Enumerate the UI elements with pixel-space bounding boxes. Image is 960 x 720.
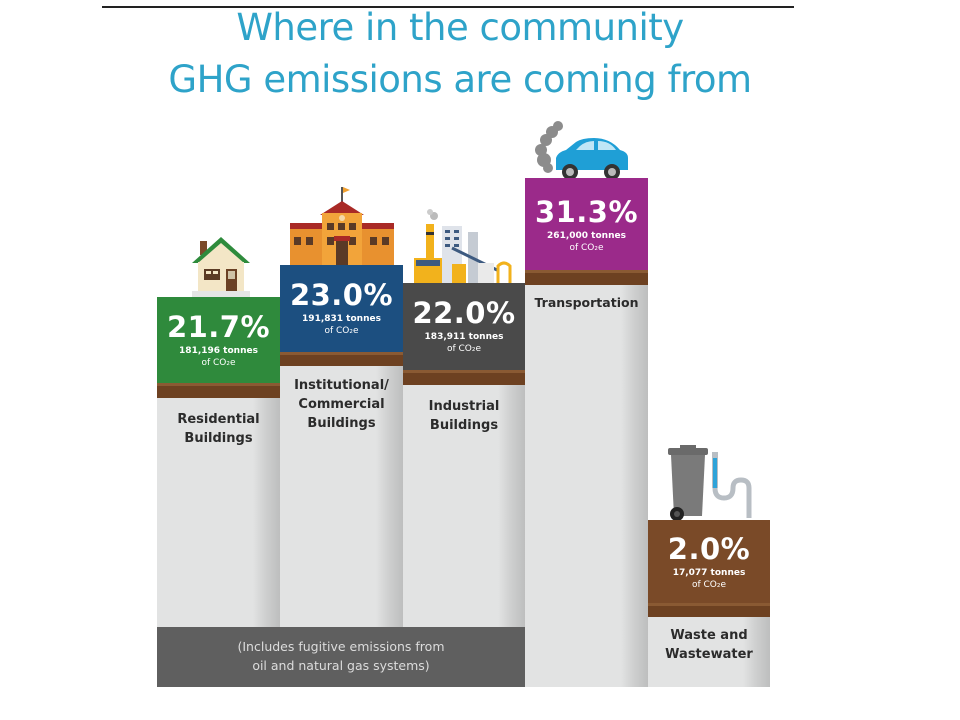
tonnes-value: 183,911 tonnes (424, 332, 504, 342)
unit-label: of CO₂e (324, 326, 359, 336)
category-label: Industrial Buildings (403, 397, 525, 435)
label-line: Buildings (307, 416, 376, 431)
column-transportation: 31.3% 261,000 tonnes of CO₂e Transportat… (525, 178, 648, 687)
label-line: Industrial (428, 399, 500, 414)
unit-label: of CO₂e (201, 358, 236, 368)
category-label: Waste and Wastewater (648, 626, 770, 664)
label-line: Wastewater (665, 647, 753, 662)
chart-title-line-2: GHG emissions are coming from (168, 58, 752, 101)
unit-label: of CO₂e (569, 243, 604, 253)
top-rule (102, 6, 794, 8)
school-building-icon (286, 185, 398, 265)
car-with-exhaust-icon (532, 118, 632, 182)
soil-strip (157, 383, 280, 398)
column-residential: 21.7% 181,196 tonnes of CO₂e Residential… (157, 297, 280, 687)
tonnes-value: 17,077 tonnes (672, 568, 746, 578)
percent-value: 2.0% (667, 532, 751, 566)
value-caption: 31.3% 261,000 tonnes of CO₂e (525, 178, 648, 254)
value-block (525, 178, 648, 272)
label-line: Institutional/ (294, 378, 389, 393)
soil-strip (648, 603, 770, 617)
value-caption: 22.0% 183,911 tonnes of CO₂e (403, 283, 525, 355)
percent-value: 31.3% (534, 195, 639, 229)
category-label: Institutional/ Commercial Buildings (280, 376, 403, 433)
category-label: Residential Buildings (157, 410, 280, 448)
value-block (280, 265, 403, 354)
pillar (525, 282, 648, 687)
percent-value: 22.0% (412, 296, 516, 330)
tonnes-value: 261,000 tonnes (547, 231, 626, 241)
note-line: oil and natural gas systems) (252, 658, 430, 673)
label-line: Buildings (429, 418, 499, 433)
soil-strip (403, 370, 525, 385)
soil-strip (525, 270, 648, 285)
value-block (648, 520, 770, 605)
label-line: Residential (177, 412, 260, 427)
label-line: Waste and (670, 628, 748, 643)
category-label: Transportation (525, 293, 648, 312)
tonnes-value: 191,831 tonnes (302, 314, 381, 324)
fugitive-emissions-note: (Includes fugitive emissions from oil an… (157, 627, 525, 687)
house-icon (186, 233, 256, 297)
garbage-bin-and-pipe-icon (664, 444, 754, 522)
value-block (403, 283, 525, 372)
column-institutional-commercial: 23.0% 191,831 tonnes of CO₂e Institution… (280, 265, 403, 687)
note-line: (Includes fugitive emissions from (237, 639, 445, 654)
pillar (648, 617, 770, 687)
percent-value: 21.7% (166, 310, 271, 344)
percent-value: 23.0% (289, 278, 394, 312)
soil-strip (280, 352, 403, 366)
value-caption: 21.7% 181,196 tonnes of CO₂e (157, 297, 280, 369)
value-block (157, 297, 280, 385)
value-caption: 2.0% 17,077 tonnes of CO₂e (648, 520, 770, 591)
value-caption: 23.0% 191,831 tonnes of CO₂e (280, 265, 403, 337)
unit-label: of CO₂e (446, 344, 482, 354)
tonnes-value: 181,196 tonnes (179, 346, 258, 356)
label-line: Buildings (184, 431, 253, 446)
column-waste-wastewater: 2.0% 17,077 tonnes of CO₂e Waste and Was… (648, 520, 770, 687)
label-line: Transportation (534, 295, 639, 310)
chart-title-line-1: Where in the community (236, 6, 684, 49)
label-line: Commercial (298, 397, 385, 412)
factory-icon (412, 208, 522, 283)
unit-label: of CO₂e (691, 580, 727, 590)
